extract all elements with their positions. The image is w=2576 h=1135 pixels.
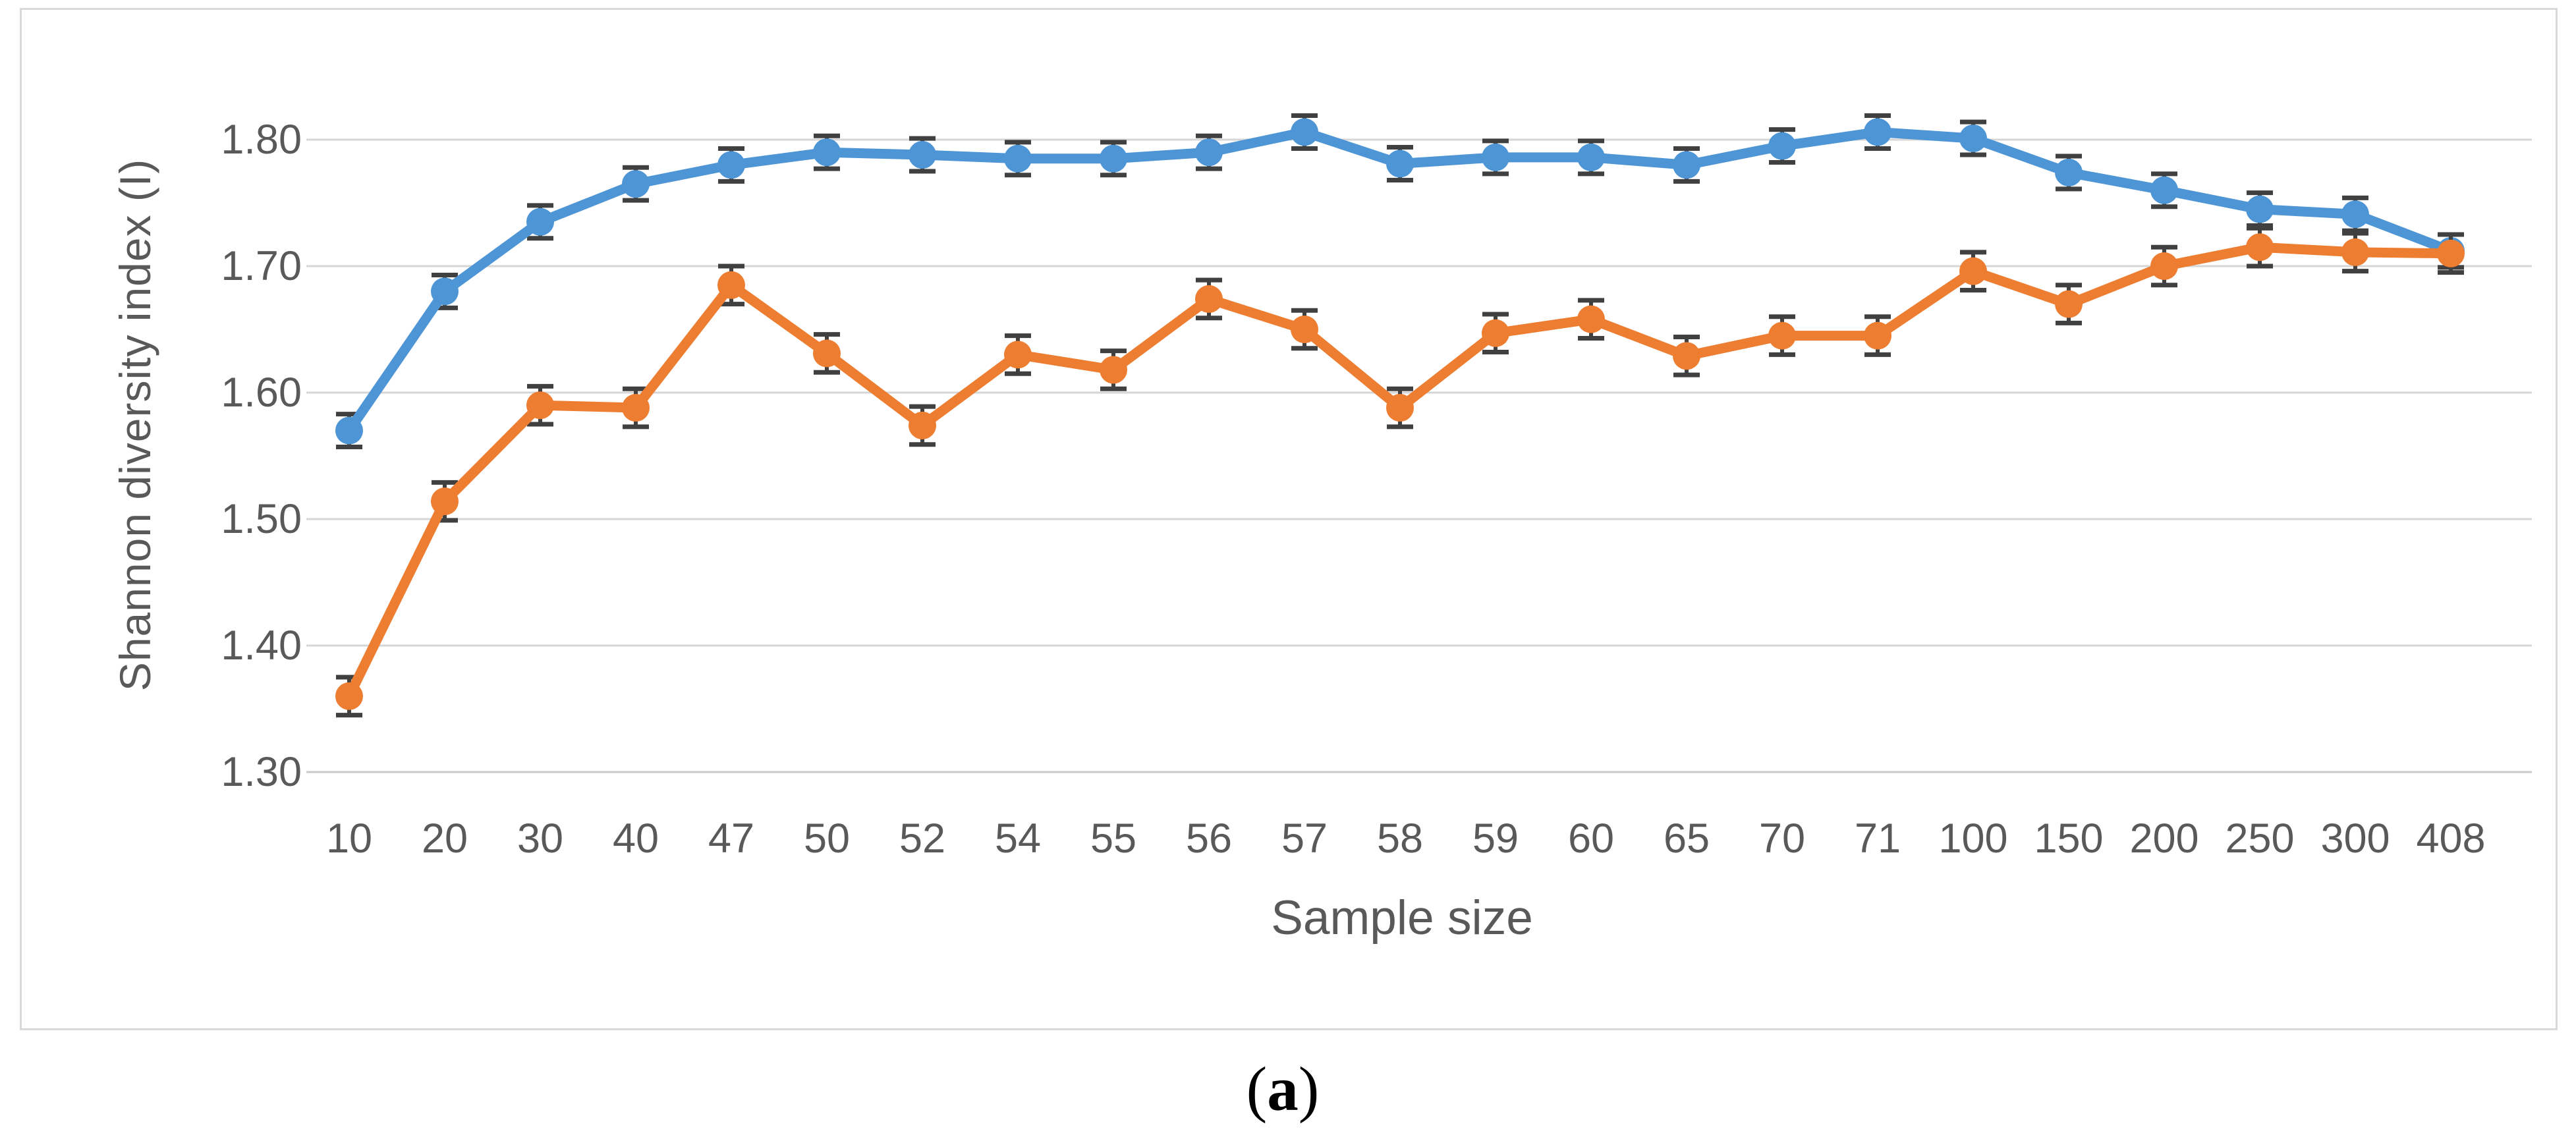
- data-point-blue: [2246, 195, 2274, 223]
- x-tick-label: 408: [2416, 816, 2486, 862]
- data-point-orange: [2437, 239, 2465, 267]
- data-point-blue: [1386, 150, 1414, 178]
- x-tick-label: 150: [2034, 816, 2104, 862]
- x-tick-label: 56: [1185, 816, 1233, 862]
- data-point-orange: [1004, 341, 1032, 369]
- data-point-orange: [1864, 321, 1891, 350]
- data-point-blue: [622, 170, 650, 198]
- data-point-blue: [1864, 118, 1891, 146]
- data-point-orange: [1673, 342, 1700, 370]
- y-tick-label: 1.30: [221, 749, 302, 795]
- x-tick-label: 20: [421, 816, 468, 862]
- x-tick-label: 65: [1663, 816, 1710, 862]
- data-point-orange: [1386, 394, 1414, 422]
- y-tick-label: 1.40: [221, 623, 302, 669]
- data-point-blue: [1959, 125, 1987, 153]
- x-axis-title: Sample size: [1271, 891, 1533, 945]
- subfigure-caption: (a): [1246, 1053, 1320, 1125]
- data-point-orange: [335, 682, 363, 710]
- x-tick-label: 54: [994, 816, 1042, 862]
- data-point-orange: [2055, 290, 2083, 318]
- data-point-orange: [431, 487, 459, 516]
- series-line-orange: [344, 242, 2456, 702]
- data-point-orange: [1577, 305, 1605, 333]
- y-tick-label: 1.60: [221, 370, 302, 416]
- data-point-blue: [1195, 138, 1223, 167]
- data-point-orange: [2150, 252, 2178, 280]
- data-point-orange: [1482, 319, 1509, 347]
- data-point-orange: [622, 394, 650, 422]
- x-tick-label: 59: [1472, 816, 1519, 862]
- data-point-blue: [813, 138, 841, 167]
- data-point-orange: [2246, 233, 2274, 262]
- x-tick-label: 300: [2320, 816, 2390, 862]
- y-axis-title: Shannon diversity index (I): [111, 158, 159, 692]
- x-tick-label: 71: [1854, 816, 1901, 862]
- data-point-blue: [717, 151, 745, 179]
- x-tick-label: 50: [803, 816, 851, 862]
- caption-letter: a: [1267, 1054, 1299, 1124]
- x-tick-label: 58: [1376, 816, 1424, 862]
- x-tick-label: 250: [2225, 816, 2295, 862]
- x-tick-label: 57: [1281, 816, 1328, 862]
- data-point-blue: [1100, 144, 1127, 173]
- x-tick-label: 70: [1758, 816, 1806, 862]
- caption-paren-close: ): [1298, 1054, 1320, 1124]
- y-tick-label: 1.50: [221, 496, 302, 542]
- data-point-blue: [1577, 143, 1605, 171]
- x-tick-label: 52: [899, 816, 946, 862]
- y-tick-label: 1.80: [221, 117, 302, 163]
- x-tick-label: 40: [612, 816, 659, 862]
- data-point-blue: [431, 277, 459, 306]
- data-point-blue: [1768, 132, 1796, 160]
- x-tick-label: 55: [1090, 816, 1137, 862]
- data-point-blue: [526, 208, 554, 236]
- x-tick-label: 100: [1938, 816, 2008, 862]
- data-point-blue: [1004, 144, 1032, 173]
- data-point-orange: [909, 411, 936, 439]
- data-point-orange: [526, 391, 554, 420]
- caption-paren-open: (: [1246, 1054, 1268, 1124]
- data-point-orange: [1291, 316, 1318, 343]
- data-point-blue: [335, 416, 363, 445]
- x-tick-label: 200: [2129, 816, 2199, 862]
- data-point-blue: [1673, 151, 1700, 179]
- data-point-orange: [2341, 238, 2369, 266]
- y-tick-label: 1.70: [221, 243, 302, 289]
- data-point-blue: [1482, 143, 1509, 171]
- data-point-orange: [717, 271, 745, 299]
- x-tick-label: 47: [708, 816, 755, 862]
- data-point-orange: [1768, 321, 1796, 350]
- data-point-blue: [2150, 176, 2178, 204]
- x-tick-label: 10: [325, 816, 373, 862]
- data-point-orange: [1100, 356, 1127, 384]
- data-point-blue: [2341, 200, 2369, 229]
- data-point-blue: [2055, 158, 2083, 186]
- x-tick-label: 30: [517, 816, 564, 862]
- data-point-orange: [1959, 257, 1987, 285]
- data-point-orange: [1195, 285, 1223, 313]
- data-point-blue: [909, 141, 936, 169]
- data-point-blue: [1291, 118, 1318, 146]
- data-point-orange: [813, 339, 841, 368]
- x-tick-label: 60: [1567, 816, 1615, 862]
